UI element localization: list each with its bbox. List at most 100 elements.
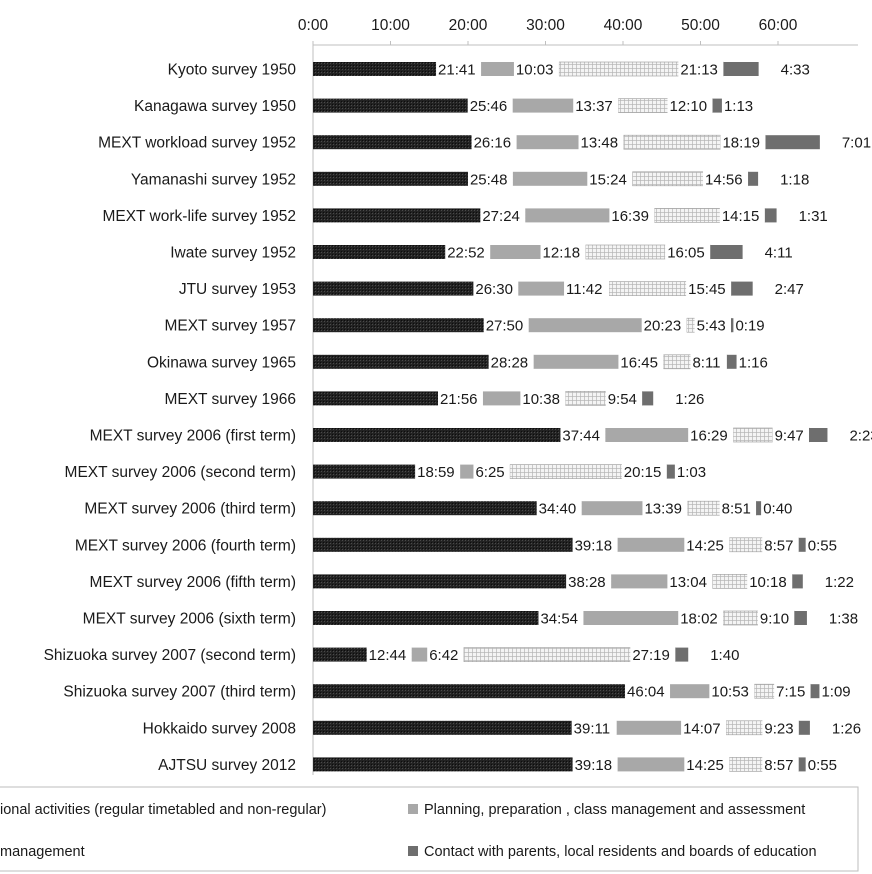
data-label-bg (762, 718, 799, 737)
data-label-bg (665, 243, 711, 261)
data-label-bg (822, 572, 860, 591)
data-label-bg (573, 96, 619, 115)
data-label-bg (415, 462, 461, 481)
bar-segment-s1 (313, 574, 612, 589)
data-label-bg (721, 96, 759, 115)
data-label: 7:01 (842, 135, 871, 152)
data-label: 2:47 (775, 281, 804, 298)
data-label-bg (762, 755, 799, 774)
data-label-bg (540, 243, 586, 261)
data-label: 5:43 (697, 318, 726, 335)
legend-entry: ional activities (regular timetabled and… (0, 802, 326, 818)
data-label-bg (736, 352, 774, 371)
bar-segment-s4 (731, 281, 753, 296)
data-label-bg (709, 682, 755, 701)
data-label: 25:48 (470, 171, 508, 188)
bar-segment-s1 (313, 135, 517, 150)
data-labels: 21:41 10:03 21:13 4:33 25:46 13:37 12:10 1:13 26… (366, 60, 872, 774)
data-label: 18:19 (722, 135, 760, 152)
bar-segment-s4 (726, 354, 737, 369)
data-label: 13:04 (669, 574, 707, 591)
data-label: 14:07 (683, 720, 721, 737)
category-label: MEXT survey 2006 (second term) (65, 464, 296, 481)
data-label: 6:42 (429, 647, 458, 664)
legend-entry: Contact with parents, local residents an… (424, 844, 817, 860)
data-label-bg (488, 352, 534, 371)
data-label-bg (642, 499, 688, 518)
data-label: 46:04 (627, 684, 665, 701)
category-label: MEXT survey 2006 (first term) (90, 428, 296, 445)
x-tick-label: 60:00 (759, 17, 798, 34)
data-label: 9:10 (760, 611, 789, 628)
data-label: 27:50 (486, 318, 524, 335)
data-label: 0:55 (808, 757, 837, 774)
data-label-bg (719, 499, 757, 518)
bar-segment-s4 (748, 171, 759, 186)
data-label-bg (587, 169, 633, 188)
legend-box (0, 786, 859, 872)
data-label-bg (757, 609, 795, 627)
category-label: Hokkaido survey 2008 (143, 720, 296, 737)
bars (313, 61, 828, 772)
data-label: 37:44 (562, 428, 600, 445)
data-label: 10:18 (749, 574, 787, 591)
x-tick-label: 50:00 (681, 17, 720, 34)
data-label: 16:29 (690, 428, 728, 445)
data-label-bg (566, 572, 612, 591)
data-label: 26:30 (475, 281, 513, 298)
data-label: 9:47 (775, 428, 804, 445)
data-label: 1:38 (829, 611, 858, 628)
data-label-bg (678, 609, 724, 627)
data-label-bg (747, 572, 793, 591)
data-label: 10:03 (516, 62, 554, 79)
legend: ional activities (regular timetabled and… (0, 786, 859, 872)
data-label: 7:15 (776, 684, 805, 701)
bar-segment-s1 (313, 684, 671, 699)
data-label-bg (761, 499, 798, 518)
data-label-bg (630, 645, 676, 664)
data-label: 8:57 (764, 757, 793, 774)
data-label: 18:59 (417, 464, 455, 481)
category-label: MEXT survey 1966 (164, 391, 296, 408)
data-label-bg (536, 499, 582, 518)
data-label: 13:39 (644, 501, 682, 518)
data-label-bg (762, 535, 799, 554)
data-label-bg (681, 718, 727, 737)
data-label: 0:55 (808, 537, 837, 554)
data-label-bg (694, 316, 731, 335)
legend-entry: management (0, 844, 85, 860)
legend-entry: Planning, preparation , class management… (424, 802, 805, 818)
data-label-bg (513, 60, 559, 78)
bar-segment-s4 (756, 501, 762, 516)
data-label: 18:02 (680, 611, 718, 628)
data-label: 1:03 (677, 464, 706, 481)
data-label: 15:45 (688, 281, 726, 298)
bar-segment-s1 (313, 208, 526, 223)
data-label-bg (826, 609, 864, 627)
data-label: 8:11 (692, 354, 720, 371)
data-label: 14:56 (705, 171, 743, 188)
bar-segment-s1 (313, 354, 534, 369)
data-label: 1:16 (739, 354, 768, 371)
category-label: MEXT survey 2006 (sixth term) (83, 611, 296, 628)
data-label-bg (805, 755, 843, 774)
data-label: 39:18 (575, 537, 613, 554)
category-label: MEXT survey 2006 (fourth term) (75, 537, 296, 554)
data-label: 16:39 (611, 208, 649, 225)
data-label-bg (690, 352, 727, 371)
bar-segment-s4 (808, 428, 828, 442)
data-label: 22:52 (447, 245, 485, 262)
bar-segment-s4 (764, 208, 777, 223)
data-label: 1:22 (825, 574, 854, 591)
data-label: 21:41 (438, 62, 476, 79)
x-tick-label: 20:00 (449, 17, 488, 34)
data-label-bg (778, 169, 815, 188)
data-label: 2:23 (849, 428, 872, 445)
data-label: 21:13 (680, 62, 718, 79)
data-label-bg (708, 645, 745, 664)
data-label-bg (618, 352, 664, 371)
data-label-bg (688, 426, 734, 444)
data-label-bg (796, 206, 833, 225)
data-label-bg (483, 316, 529, 335)
data-label-bg (467, 169, 513, 188)
